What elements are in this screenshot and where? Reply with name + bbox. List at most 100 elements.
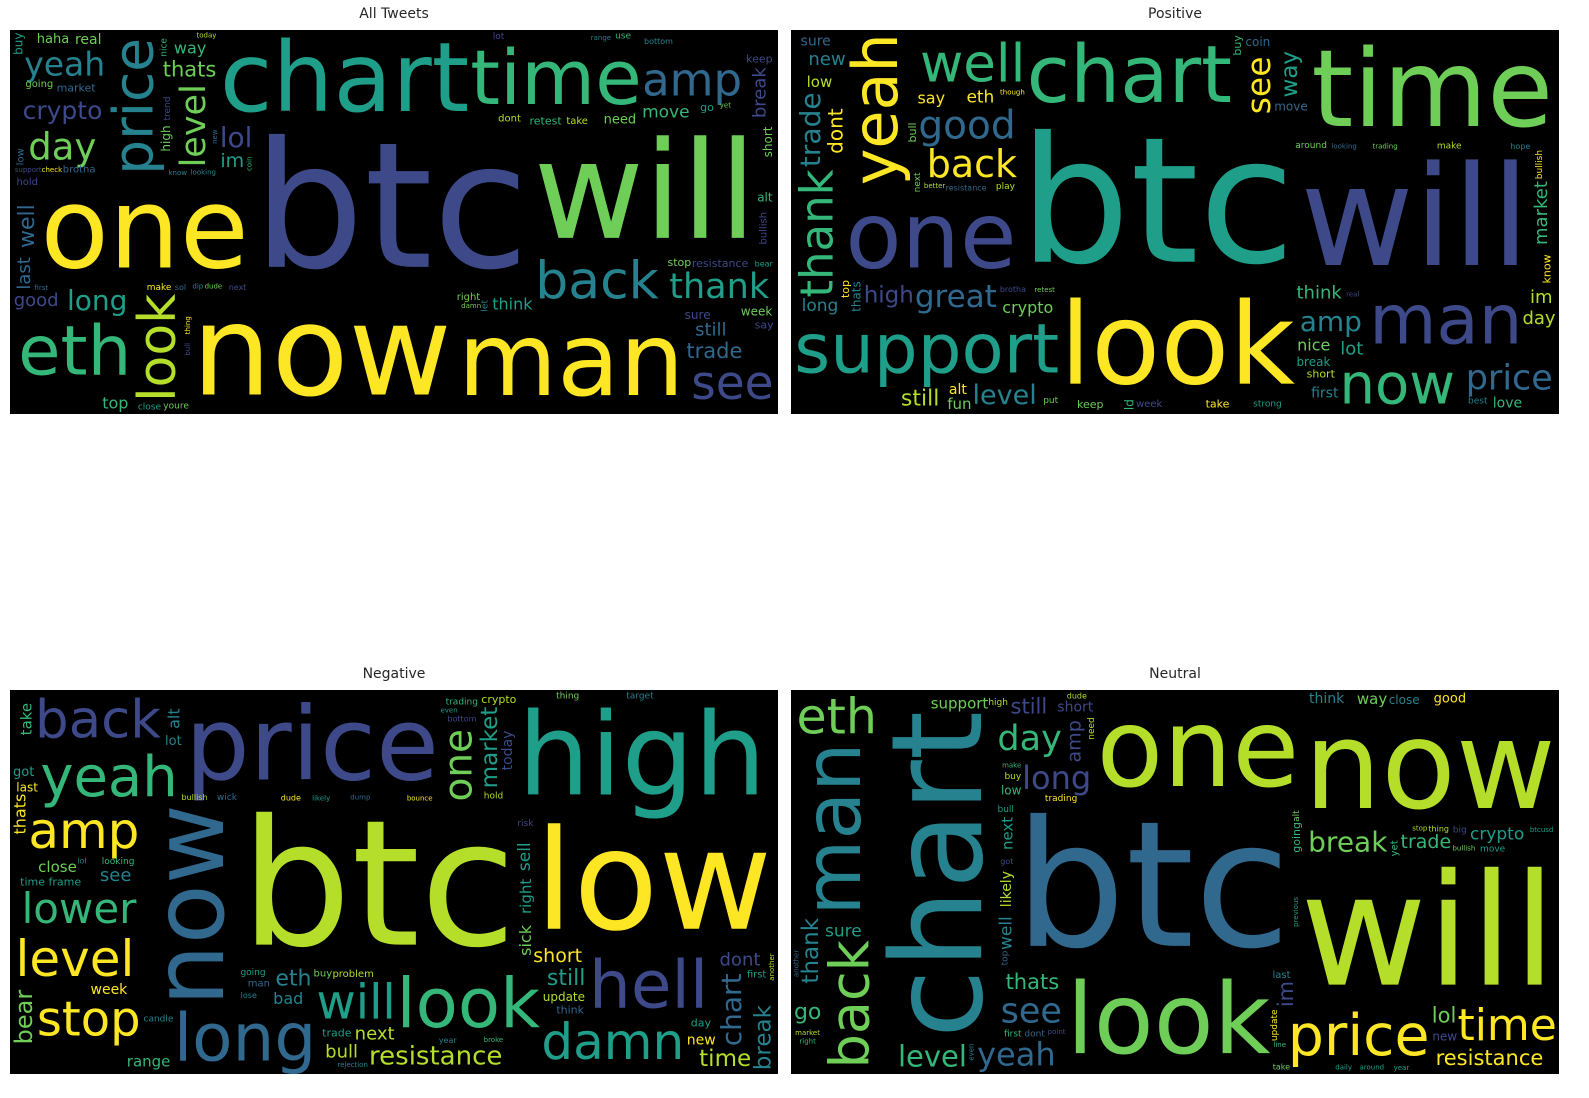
cloud-word: damn xyxy=(541,1013,684,1071)
cloud-word: break xyxy=(751,1004,777,1070)
cloud-word: way xyxy=(1357,690,1387,708)
cloud-word: need xyxy=(604,113,637,128)
cloud-word: buy xyxy=(314,968,333,979)
cloud-word: next xyxy=(355,1024,395,1045)
cloud-word: make xyxy=(147,283,172,293)
cloud-word: level xyxy=(16,930,135,988)
cloud-word: one xyxy=(1096,690,1299,812)
cloud-word: bad xyxy=(273,989,303,1008)
cloud-word: sure xyxy=(685,308,711,322)
cloud-word: time xyxy=(1311,30,1553,152)
cloud-word: btcusd xyxy=(1530,826,1554,834)
cloud-word: time xyxy=(470,33,642,122)
cloud-word: resistance xyxy=(692,257,749,270)
cloud-word: crypto xyxy=(23,96,103,125)
cloud-word: low xyxy=(1001,783,1022,797)
wordcloud-background xyxy=(10,690,778,1074)
cloud-word: last xyxy=(1272,970,1290,981)
wordcloud-panel-positive: Positive btc will look time one chart yeah supp… xyxy=(791,6,1559,414)
cloud-word: looking xyxy=(102,857,135,867)
cloud-word: lot xyxy=(165,734,182,749)
cloud-word: going xyxy=(1290,822,1303,853)
cloud-word: look xyxy=(396,964,540,1044)
wordcloud-panel-all: All Tweets btc will one now man chart price loo… xyxy=(10,6,778,414)
cloud-word: way xyxy=(174,38,206,57)
cloud-word: coin xyxy=(245,156,253,171)
cloud-word: still xyxy=(547,966,585,991)
cloud-word: amp xyxy=(28,802,139,860)
cloud-word: range xyxy=(591,34,611,42)
cloud-word: buy xyxy=(1004,772,1021,782)
cloud-word: real xyxy=(1346,290,1359,298)
cloud-word: hell xyxy=(589,946,708,1023)
cloud-word: bottom xyxy=(644,37,673,46)
cloud-word: ld xyxy=(1122,399,1136,410)
cloud-word: brotha xyxy=(1000,285,1026,294)
cloud-word: trading xyxy=(1372,142,1397,150)
cloud-word: btc xyxy=(1019,101,1295,304)
cloud-word: man xyxy=(458,301,685,414)
cloud-word: go xyxy=(700,101,714,114)
cloud-word: crypto xyxy=(1470,825,1524,845)
cloud-word: trend xyxy=(163,97,173,121)
cloud-word: think xyxy=(1309,691,1345,707)
cloud-word: long xyxy=(67,284,127,317)
cloud-word: sick xyxy=(516,924,535,956)
cloud-word: last xyxy=(14,257,35,289)
cloud-word: dude xyxy=(281,794,301,803)
cloud-word: thing xyxy=(1428,825,1449,834)
cloud-word: going xyxy=(240,968,265,978)
cloud-word: price xyxy=(185,690,439,805)
cloud-word: lol xyxy=(77,857,86,866)
cloud-word: close xyxy=(1389,693,1420,707)
cloud-word: use xyxy=(615,32,631,42)
cloud-word: think xyxy=(1296,282,1342,303)
cloud-word: next xyxy=(998,817,1016,850)
cloud-word: daily xyxy=(1335,1064,1352,1072)
cloud-word: new xyxy=(1432,1029,1457,1043)
cloud-word: dip xyxy=(192,283,203,291)
cloud-word: one xyxy=(40,165,248,295)
cloud-word: bottom xyxy=(447,715,476,724)
cloud-word: back xyxy=(819,939,882,1068)
cloud-word: trade xyxy=(1401,831,1452,853)
cloud-word: amp xyxy=(1300,305,1362,338)
cloud-word: resistance xyxy=(1436,1046,1544,1070)
cloud-word: think xyxy=(492,295,533,314)
cloud-word: looking xyxy=(191,168,216,176)
cloud-word: man xyxy=(791,742,879,915)
cloud-word: eth xyxy=(18,312,131,392)
cloud-word: take xyxy=(1273,1063,1290,1072)
cloud-word: alt xyxy=(1292,810,1302,822)
cloud-word: high xyxy=(518,690,767,822)
cloud-word: price xyxy=(1288,1003,1430,1069)
cloud-word: hope xyxy=(1510,142,1530,151)
cloud-word: im xyxy=(1530,287,1553,308)
cloud-word: im xyxy=(1274,981,1298,1007)
cloud-word: dont xyxy=(720,950,761,971)
cloud-word: eth xyxy=(966,87,994,107)
cloud-word: line xyxy=(1273,1041,1286,1049)
cloud-word: thats xyxy=(1006,970,1060,994)
cloud-word: move xyxy=(1480,845,1506,855)
cloud-word: look xyxy=(128,294,188,402)
cloud-word: love xyxy=(1493,396,1522,412)
cloud-word: week xyxy=(741,305,773,319)
cloud-word: look xyxy=(1060,279,1296,411)
wordcloud-canvas: btc will one now man chart price look time back et… xyxy=(10,30,778,414)
cloud-word: still xyxy=(1011,694,1048,718)
cloud-word: yeah xyxy=(40,745,177,810)
cloud-word: short xyxy=(1057,700,1093,716)
cloud-word: right xyxy=(799,1037,816,1045)
cloud-word: level xyxy=(174,84,214,167)
cloud-word: back xyxy=(35,690,161,750)
cloud-word: bullish xyxy=(181,793,207,802)
cloud-word: resistance xyxy=(369,1042,502,1072)
cloud-word: price xyxy=(102,38,166,175)
cloud-word: yet xyxy=(720,102,731,110)
cloud-word: alt xyxy=(949,382,967,398)
cloud-word: right xyxy=(457,292,481,303)
cloud-word: dont xyxy=(498,114,521,125)
cloud-word: year xyxy=(439,1036,458,1045)
